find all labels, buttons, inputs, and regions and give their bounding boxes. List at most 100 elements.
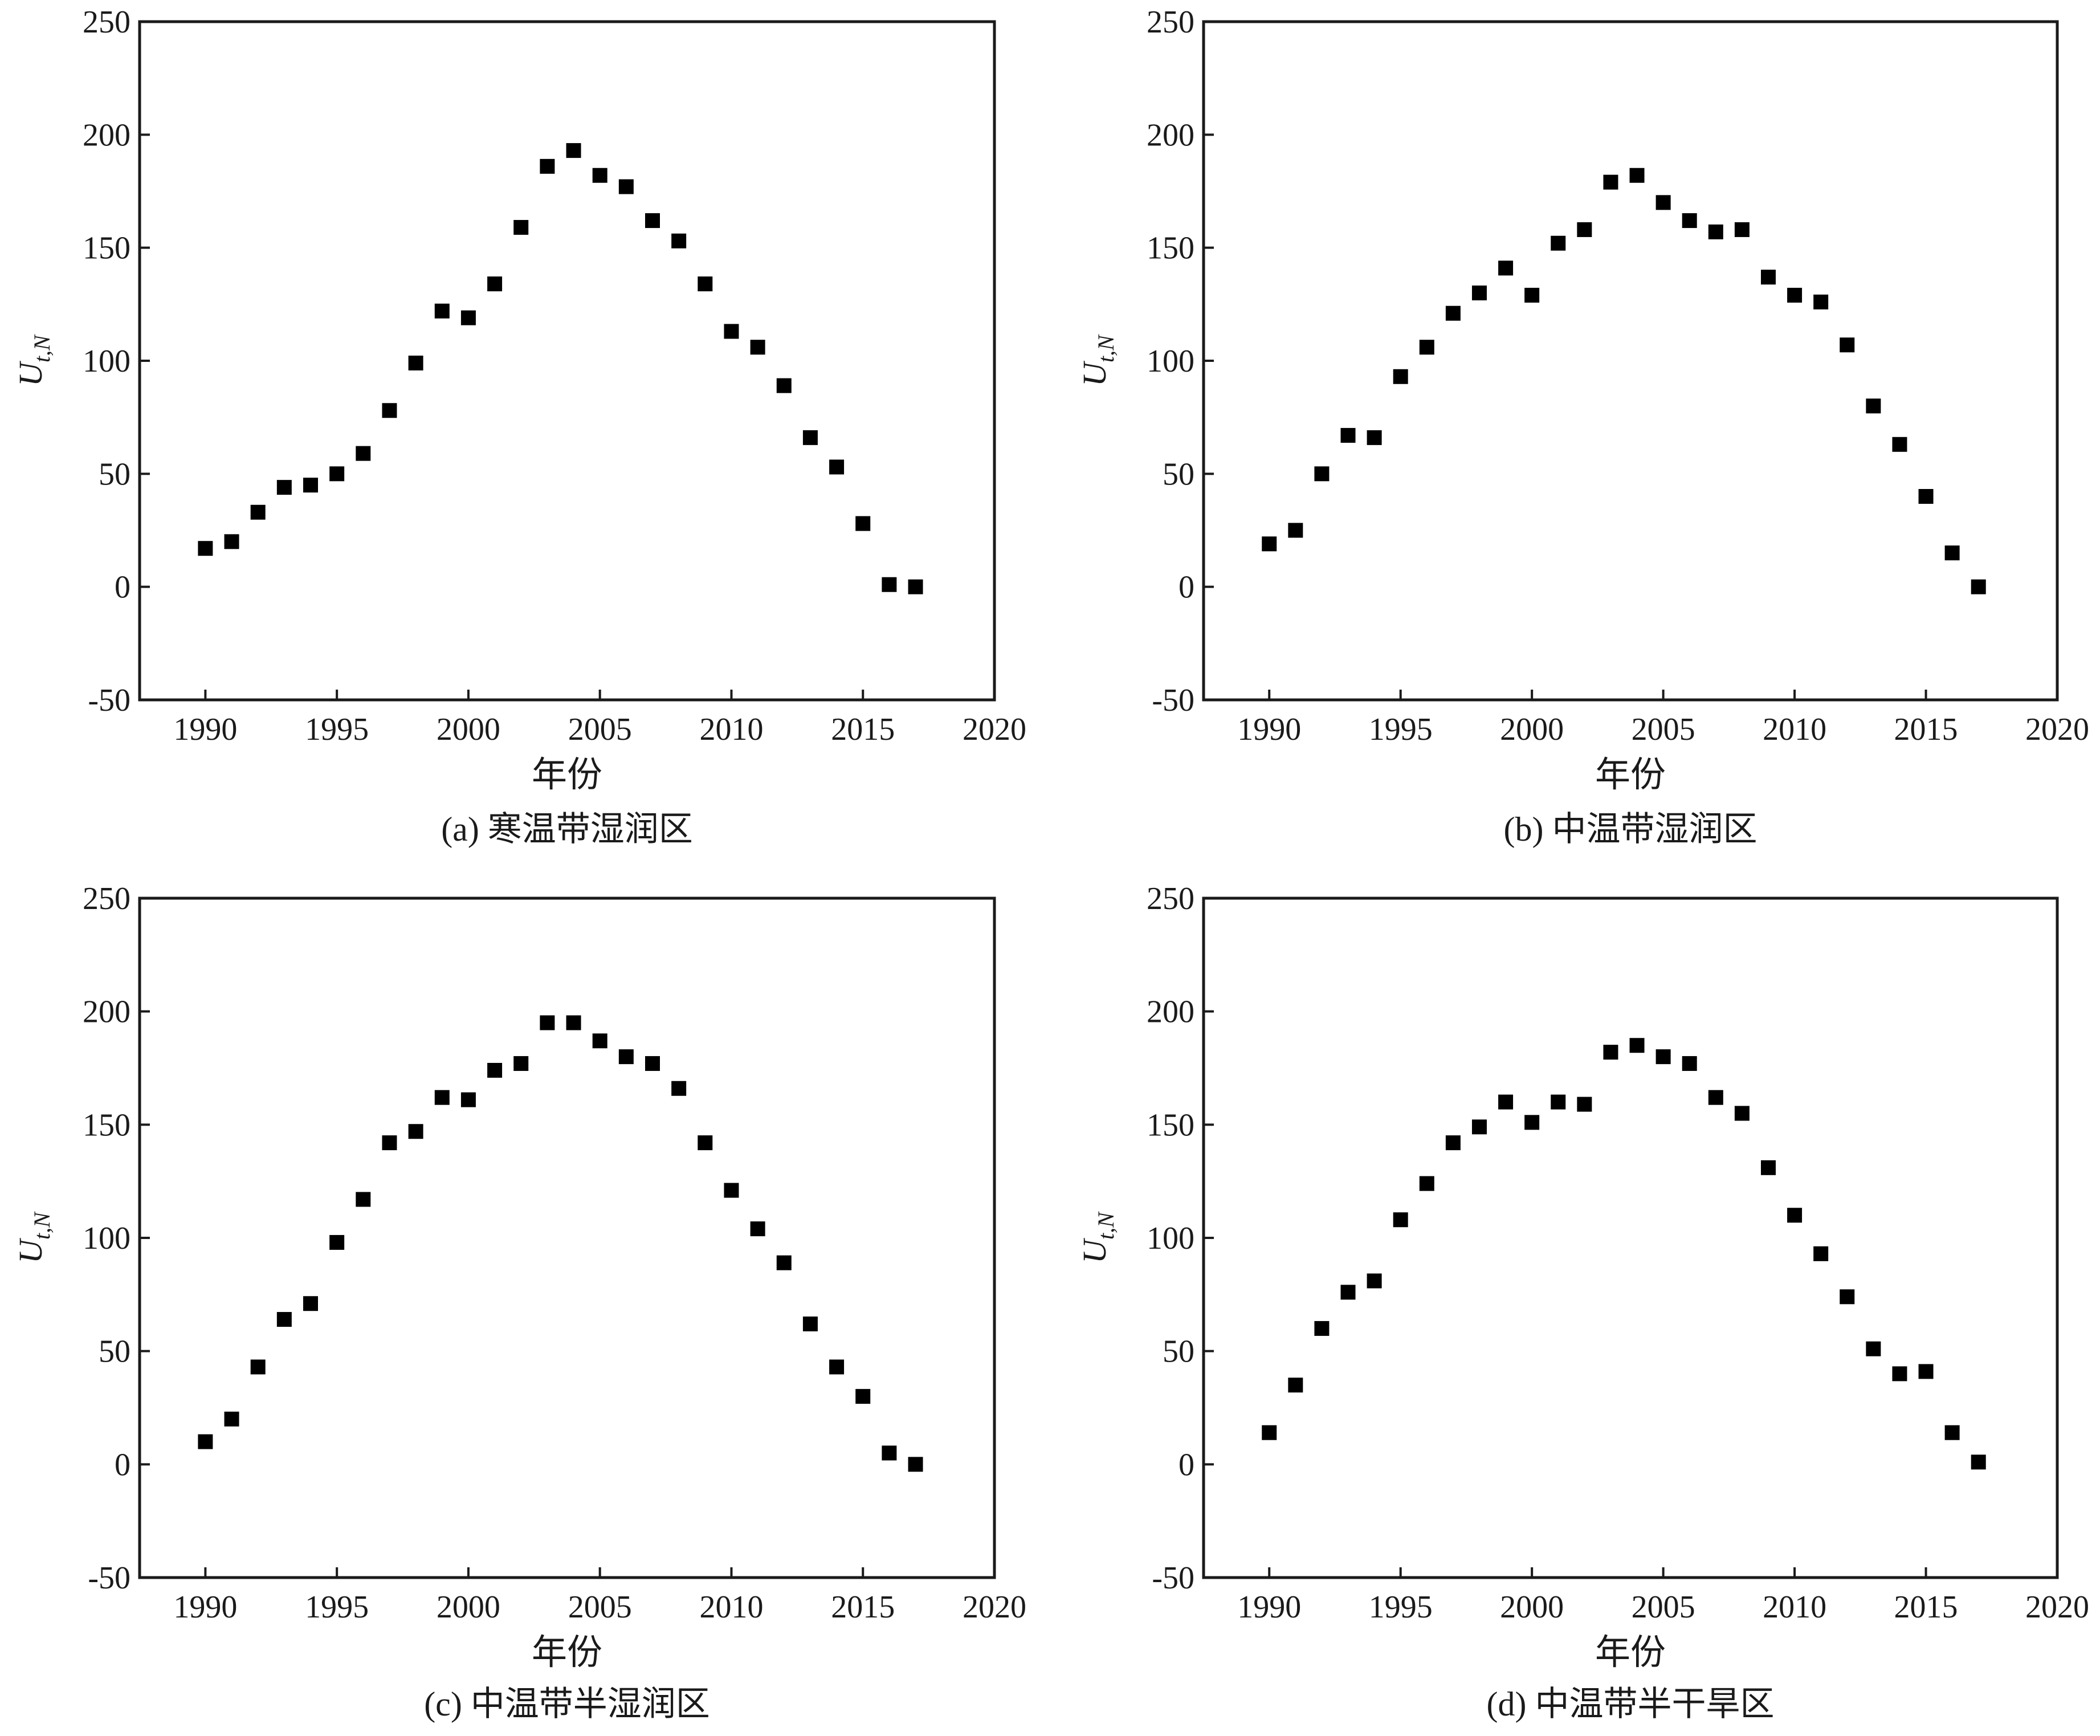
x-tick-label: 2010 — [699, 1590, 763, 1625]
data-point-2014 — [1892, 1366, 1907, 1382]
data-point-1990 — [1262, 1425, 1277, 1440]
data-point-1994 — [1367, 1273, 1382, 1289]
data-point-1992 — [250, 504, 266, 520]
data-point-2004 — [1629, 1038, 1645, 1053]
data-point-2002 — [1577, 222, 1592, 237]
data-point-1998 — [1471, 286, 1487, 300]
data-point-1992 — [250, 1359, 266, 1375]
data-point-2003 — [540, 158, 555, 174]
data-point-2016 — [882, 577, 897, 592]
data-point-2011 — [1813, 1246, 1829, 1261]
data-point-1991 — [224, 534, 239, 549]
data-point-2007 — [645, 1056, 660, 1071]
data-point-2016 — [882, 1445, 897, 1461]
data-point-2017 — [908, 1457, 923, 1472]
data-point-1994 — [1367, 430, 1382, 445]
x-tick-label: 2020 — [2025, 712, 2089, 747]
y-tick-label: 50 — [99, 1334, 131, 1370]
data-point-2010 — [724, 1183, 739, 1198]
x-tick-label: 1990 — [1237, 712, 1301, 747]
data-point-2011 — [750, 1221, 765, 1237]
x-tick-label: 2000 — [437, 712, 500, 747]
x-tick-label: 2010 — [1763, 712, 1826, 747]
data-point-2007 — [1708, 1090, 1723, 1105]
data-point-2017 — [1971, 1454, 1986, 1470]
data-point-1999 — [434, 303, 450, 319]
data-point-2016 — [1944, 1425, 1960, 1440]
data-point-1993 — [1340, 1285, 1356, 1300]
y-tick-label: -50 — [88, 683, 131, 718]
data-point-2000 — [1524, 1115, 1540, 1130]
data-point-2014 — [1892, 437, 1907, 452]
data-point-1990 — [198, 1434, 213, 1449]
data-point-2011 — [750, 340, 765, 355]
data-point-2011 — [1813, 294, 1829, 309]
y-tick-label: 150 — [1147, 1107, 1194, 1143]
x-axis-title: 年份 — [532, 1633, 602, 1672]
data-point-2014 — [829, 1359, 845, 1375]
data-point-2006 — [1682, 1056, 1697, 1071]
x-tick-label: 1990 — [1237, 1590, 1301, 1625]
data-point-1992 — [1314, 1321, 1330, 1336]
x-tick-label: 2005 — [1632, 1590, 1695, 1625]
data-point-1996 — [1419, 1176, 1434, 1191]
data-point-2005 — [1655, 1049, 1671, 1065]
y-tick-label: 250 — [83, 881, 131, 916]
data-point-1997 — [382, 403, 397, 418]
data-point-1996 — [356, 446, 371, 461]
data-point-2000 — [460, 310, 476, 325]
data-point-1993 — [1340, 427, 1356, 443]
data-point-2004 — [566, 143, 581, 158]
data-point-2015 — [1918, 1364, 1934, 1379]
y-tick-label: 200 — [83, 995, 131, 1030]
data-point-1998 — [1471, 1119, 1487, 1135]
data-point-1991 — [224, 1411, 239, 1427]
y-axis-title: Ut,N — [12, 1211, 55, 1264]
y-tick-label: 150 — [83, 1107, 131, 1143]
chart-panel-d: 1990 1995 2000 2005 2010 2015 2020 -50 0 50 100 150… — [1076, 881, 2089, 1723]
y-axis-title-subscript: t,N — [1093, 1211, 1119, 1240]
x-axis-title: 年份 — [532, 756, 602, 794]
data-point-2007 — [645, 213, 660, 229]
y-axis-title: Ut,N — [12, 334, 55, 386]
data-point-2006 — [1682, 213, 1697, 229]
y-axis-title-subscript: t,N — [29, 334, 55, 362]
data-point-2012 — [776, 378, 792, 393]
data-point-1999 — [1498, 260, 1514, 276]
data-point-2010 — [724, 324, 739, 339]
y-axis-title: Ut,N — [1076, 1211, 1119, 1264]
y-tick-label: 0 — [115, 1447, 131, 1482]
x-tick-label: 2020 — [963, 712, 1026, 747]
y-tick-label: 50 — [1163, 457, 1194, 492]
y-tick-label: 50 — [99, 457, 131, 492]
y-tick-label: 100 — [1147, 1221, 1194, 1256]
data-point-2015 — [855, 1389, 871, 1404]
y-tick-label: 100 — [83, 344, 131, 379]
data-point-2014 — [829, 459, 845, 475]
data-point-2004 — [566, 1015, 581, 1030]
data-point-1997 — [1445, 1135, 1461, 1151]
data-point-1996 — [1419, 340, 1434, 355]
x-tick-label: 2015 — [1894, 1590, 1958, 1625]
y-axis-title-main: U — [12, 1237, 49, 1264]
data-point-1995 — [1393, 369, 1408, 384]
data-point-1999 — [434, 1090, 450, 1105]
x-tick-label: 1995 — [305, 1590, 369, 1625]
data-point-2012 — [776, 1255, 792, 1270]
y-axis-title-main: U — [12, 360, 49, 386]
data-point-2013 — [802, 430, 818, 445]
data-point-1998 — [408, 355, 423, 370]
x-tick-label: 2020 — [2025, 1590, 2089, 1625]
x-tick-label: 2010 — [1763, 1590, 1826, 1625]
data-point-2013 — [802, 1316, 818, 1331]
data-point-2006 — [618, 179, 634, 194]
y-tick-label: -50 — [88, 1560, 131, 1596]
data-point-2007 — [1708, 224, 1723, 239]
data-point-1994 — [303, 1296, 318, 1311]
panel-caption-c: (c) 中温带半湿润区 — [424, 1685, 710, 1723]
data-point-2003 — [1603, 1045, 1618, 1060]
y-axis-title: Ut,N — [1076, 334, 1119, 386]
data-point-2017 — [908, 579, 923, 594]
data-point-1993 — [276, 1312, 292, 1327]
data-point-2008 — [1734, 222, 1750, 237]
